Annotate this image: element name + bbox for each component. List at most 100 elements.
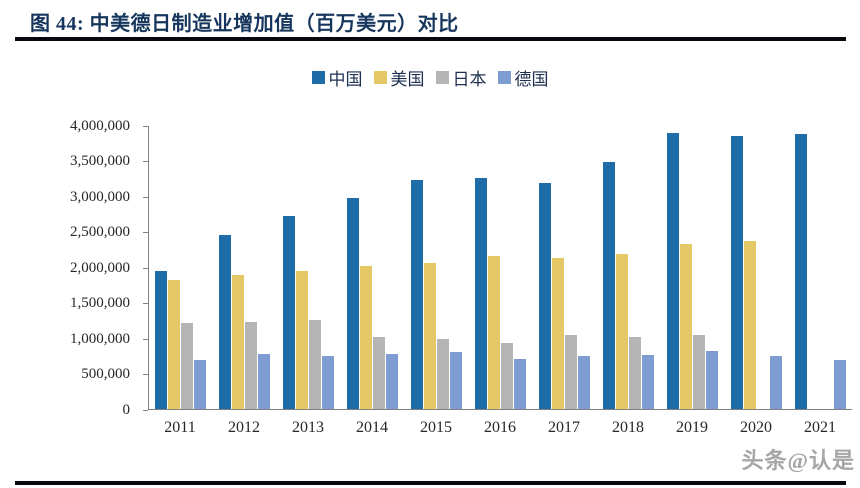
- legend-swatch-icon: [311, 71, 325, 84]
- bar-group-2015: [405, 126, 469, 409]
- x-tick-label: 2019: [676, 419, 708, 436]
- bar-group-2021: [788, 126, 852, 409]
- bar-us-2015: [424, 263, 437, 409]
- x-tick-label: 2011: [164, 419, 196, 436]
- bar-japan-2016: [500, 343, 513, 409]
- bar-us-2014: [360, 266, 373, 409]
- bar-china-2018: [602, 162, 615, 409]
- bar-us-2017: [551, 258, 564, 409]
- y-tick-label: 2,500,000: [70, 224, 130, 240]
- legend-label: 美国: [390, 70, 425, 89]
- legend-swatch-icon: [435, 71, 449, 84]
- bar-us-2020: [743, 241, 756, 409]
- bar-group-2018: [596, 126, 660, 409]
- legend-item-germany: 德国: [497, 65, 549, 90]
- bar-germany-2012: [258, 354, 271, 409]
- bar-us-2018: [615, 254, 628, 409]
- bar-group-2017: [532, 126, 596, 409]
- bar-germany-2014: [386, 354, 399, 409]
- x-tick-label: 2013: [292, 419, 324, 436]
- bar-japan-2019: [692, 335, 705, 409]
- y-tick-label: 0: [122, 402, 131, 418]
- x-axis-labels: 2011 2012 2013 2014 2015 2016 2017 2018 2019 2020…: [148, 419, 852, 437]
- y-tick-label: 1,500,000: [70, 295, 130, 311]
- bar-japan-2018: [628, 337, 641, 409]
- x-tick-label: 2014: [356, 419, 388, 436]
- bar-us-2016: [487, 256, 500, 409]
- legend-label: 中国: [328, 70, 363, 89]
- bar-china-2021: [794, 134, 807, 409]
- bar-us-2011: [168, 280, 181, 409]
- x-tick-label: 2017: [548, 419, 580, 436]
- bar-germany-2017: [577, 356, 590, 409]
- y-tick-label: 4,000,000: [70, 118, 130, 134]
- bar-germany-2015: [450, 352, 463, 409]
- bar-china-2014: [347, 198, 360, 409]
- bar-japan-2012: [245, 322, 258, 409]
- bar-japan-2014: [373, 337, 386, 409]
- y-tick-mark: [143, 161, 148, 162]
- title-underline: [15, 37, 846, 41]
- bar-china-2016: [474, 178, 487, 409]
- bar-germany-2020: [769, 356, 782, 409]
- bar-us-2012: [232, 275, 245, 409]
- legend-item-japan: 日本: [435, 65, 487, 90]
- watermark: 头条@认是: [741, 448, 855, 473]
- chart-legend: 中国 美国 日本 德国: [0, 65, 860, 90]
- bar-japan-2011: [181, 323, 194, 409]
- bar-germany-2018: [641, 355, 654, 409]
- y-tick-label: 1,000,000: [70, 331, 130, 347]
- bar-group-2016: [469, 126, 533, 409]
- y-axis-labels: 0 500,000 1,000,000 1,500,000 2,000,000 2,500…: [0, 118, 136, 418]
- bar-germany-2019: [705, 351, 718, 409]
- bar-group-2013: [277, 126, 341, 409]
- bar-us-2019: [679, 244, 692, 409]
- x-tick-label: 2021: [804, 419, 836, 436]
- y-tick-mark: [143, 126, 148, 127]
- y-tick-mark: [143, 410, 148, 411]
- y-tick-label: 3,000,000: [70, 189, 130, 205]
- bar-germany-2011: [194, 360, 207, 409]
- legend-item-china: 中国: [311, 65, 363, 90]
- bar-china-2019: [666, 133, 679, 409]
- y-tick-mark: [143, 197, 148, 198]
- bar-japan-2015: [437, 339, 450, 409]
- bar-groups: [149, 126, 852, 409]
- figure-title: 图 44: 中美德日制造业增加值（百万美元）对比: [30, 13, 459, 35]
- plot-area: [143, 126, 852, 411]
- x-tick-label: 2016: [484, 419, 516, 436]
- y-tick-mark: [143, 232, 148, 233]
- x-tick-label: 2020: [740, 419, 772, 436]
- bar-china-2017: [538, 183, 551, 409]
- bar-china-2020: [730, 136, 743, 409]
- bar-germany-2021: [833, 360, 846, 409]
- bar-germany-2013: [322, 356, 335, 409]
- legend-swatch-icon: [497, 71, 511, 84]
- y-tick-label: 2,000,000: [70, 260, 130, 276]
- x-tick-label: 2018: [612, 419, 644, 436]
- x-tick-label: 2015: [420, 419, 452, 436]
- y-tick-mark: [143, 374, 148, 375]
- bar-group-2020: [724, 126, 788, 409]
- bar-germany-2016: [513, 359, 526, 409]
- bar-china-2015: [411, 180, 424, 409]
- bottom-rule: [15, 481, 846, 485]
- y-tick-label: 3,500,000: [70, 153, 130, 169]
- legend-swatch-icon: [373, 71, 387, 84]
- bar-us-2013: [296, 271, 309, 409]
- bar-group-2011: [149, 126, 213, 409]
- bar-group-2019: [660, 126, 724, 409]
- legend-item-us: 美国: [373, 65, 425, 90]
- bar-japan-2013: [309, 320, 322, 409]
- y-tick-label: 500,000: [81, 366, 130, 382]
- bar-group-2014: [341, 126, 405, 409]
- bar-china-2013: [283, 216, 296, 409]
- bar-china-2011: [155, 271, 168, 409]
- y-tick-mark: [143, 339, 148, 340]
- x-tick-label: 2012: [228, 419, 260, 436]
- legend-label: 德国: [514, 70, 549, 89]
- bar-china-2012: [219, 235, 232, 409]
- y-tick-mark: [143, 268, 148, 269]
- bar-group-2012: [213, 126, 277, 409]
